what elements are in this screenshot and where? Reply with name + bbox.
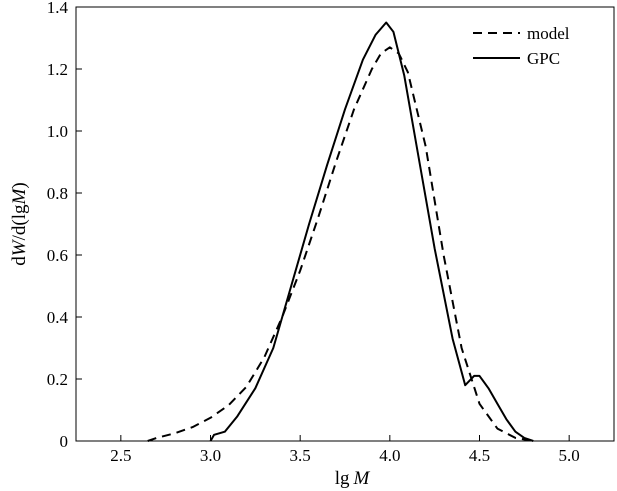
y-tick-label: 1.2 — [47, 60, 68, 79]
y-tick-label: 0.6 — [47, 246, 68, 265]
y-tick-label: 0.4 — [47, 308, 69, 327]
y-axis-title-mid: /d(lg — [9, 204, 30, 240]
x-tick-label: 5.0 — [559, 446, 580, 465]
y-tick-label: 1.4 — [47, 0, 69, 17]
x-axis-title-variable: M — [352, 468, 370, 489]
x-axis-title: lg M — [335, 468, 371, 489]
y-tick-label: 1.0 — [47, 122, 68, 141]
x-axis-title-prefix: lg — [335, 468, 350, 489]
y-axis-title: dW/d(lgM) — [9, 182, 30, 265]
y-tick-label: 0.2 — [47, 370, 68, 389]
series-line-model — [147, 46, 534, 442]
y-axis-title-close: ) — [9, 182, 30, 188]
plot-frame — [75, 6, 615, 442]
x-tick-label: 2.5 — [110, 446, 131, 465]
x-tick-label: 3.0 — [200, 446, 221, 465]
legend: model GPC — [473, 24, 570, 68]
x-axis: 2.5 3.0 3.5 4.0 4.5 5.0 — [110, 435, 580, 465]
y-axis-title-w: W — [9, 238, 30, 256]
y-axis: 0 0.2 0.4 0.6 0.8 1.0 1.2 1.4 — [47, 0, 82, 451]
series-line-gpc — [209, 21, 534, 442]
series-layer — [147, 21, 534, 442]
x-tick-label: 3.5 — [290, 446, 311, 465]
legend-label-gpc: GPC — [527, 49, 560, 68]
y-axis-title-m: M — [9, 187, 30, 205]
y-tick-label: 0 — [60, 432, 69, 451]
x-tick-label: 4.5 — [469, 446, 490, 465]
legend-label-model: model — [527, 24, 570, 43]
x-tick-label: 4.0 — [379, 446, 400, 465]
y-axis-title-d1: d — [9, 256, 30, 266]
y-tick-label: 0.8 — [47, 184, 68, 203]
